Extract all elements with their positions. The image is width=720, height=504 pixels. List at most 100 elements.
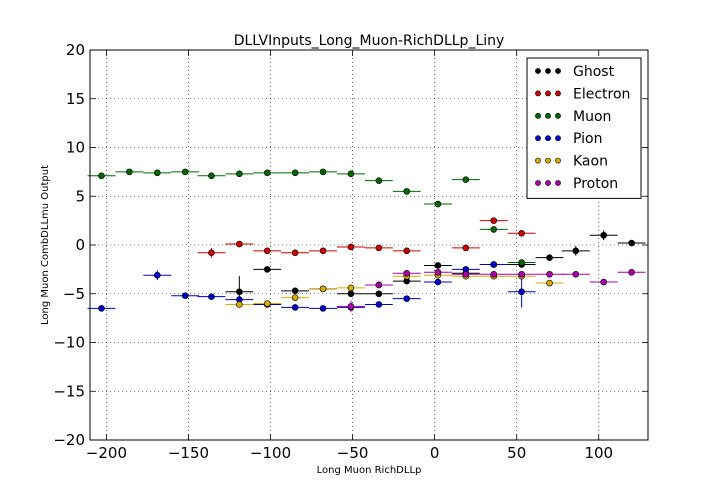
y-tick-label: 10	[66, 139, 85, 157]
y-tick-label: 20	[66, 41, 85, 59]
proton-point	[546, 270, 553, 278]
proton-point	[490, 270, 498, 278]
x-tick-label: −150	[168, 444, 209, 462]
plot-series	[87, 168, 646, 313]
muon-point	[126, 168, 133, 176]
pion-point	[153, 271, 161, 279]
pion-point	[403, 295, 411, 302]
x-tick-label: −50	[337, 444, 369, 462]
proton-point	[572, 270, 580, 278]
pion-point	[208, 293, 215, 300]
legend-marker-kaon	[545, 157, 551, 164]
ghost-point	[291, 287, 299, 295]
x-tick-label: 100	[584, 444, 613, 462]
ghost-point	[628, 239, 635, 247]
legend-entry-ghost: Ghost	[535, 64, 615, 80]
legend-marker-muon	[545, 112, 551, 119]
y-tick-label: −5	[63, 285, 85, 303]
legend-marker-ghost	[545, 68, 551, 74]
x-tick-label: −100	[250, 444, 291, 462]
legend-marker-proton	[545, 180, 551, 186]
legend-marker-proton	[555, 180, 561, 186]
y-axis-label: Long Muon CombDLLmu Output	[40, 165, 51, 325]
electron-point	[490, 217, 498, 224]
x-axis-label: Long Muon RichDLLp	[317, 465, 422, 476]
legend-label-ghost: Ghost	[573, 64, 615, 80]
legend-marker-ghost	[555, 68, 561, 74]
electron-point	[462, 244, 470, 252]
electron-point	[263, 247, 271, 255]
legend-label-pion: Pion	[573, 131, 602, 147]
legend-marker-muon	[535, 112, 541, 119]
legend-marker-pion	[545, 135, 551, 142]
kaon-point	[347, 284, 355, 292]
kaon-point	[291, 294, 299, 301]
proton-point	[628, 268, 635, 276]
legend-marker-proton	[535, 180, 541, 186]
electron-point	[291, 249, 299, 257]
ghost-point	[347, 290, 355, 298]
y-tick-label: 5	[75, 187, 85, 205]
chart-title: DLLVInputs_Long_Muon-RichDLLp_Liny	[234, 33, 505, 49]
legend-marker-electron	[535, 90, 541, 97]
legend-marker-electron	[545, 90, 551, 97]
legend-label-muon: Muon	[573, 109, 611, 125]
muon-point	[291, 169, 299, 177]
muon-point	[98, 172, 105, 180]
kaon-point	[263, 300, 271, 307]
legend-marker-pion	[555, 135, 561, 142]
pion-point	[98, 305, 105, 312]
ghost-point	[263, 266, 271, 273]
muon-point	[181, 168, 189, 176]
proton-point	[403, 269, 411, 277]
kaon-point	[236, 301, 243, 308]
y-tick-label: −15	[53, 382, 85, 400]
proton-point	[347, 303, 355, 310]
legend-marker-electron	[555, 90, 561, 97]
electron-point	[236, 240, 243, 248]
legend-label-kaon: Kaon	[573, 154, 608, 170]
ghost-point	[600, 231, 607, 239]
proton-point	[600, 278, 607, 286]
legend-label-electron: Electron	[573, 86, 630, 102]
muon-point	[236, 170, 243, 178]
pion-point	[181, 292, 189, 300]
pion-point	[490, 261, 498, 268]
ghost-point	[434, 262, 442, 269]
y-tick-label: −10	[53, 334, 85, 352]
legend-marker-pion	[535, 135, 541, 142]
y-tick-label: −20	[53, 431, 85, 449]
proton-point	[518, 270, 525, 278]
ghost-point	[236, 288, 243, 296]
ghost-point	[375, 290, 383, 298]
series-electron	[197, 217, 536, 258]
x-tick-label: 50	[507, 444, 526, 462]
pion-point	[291, 304, 299, 311]
muon-point	[403, 188, 411, 195]
proton-point	[462, 270, 470, 278]
pion-point	[518, 288, 525, 296]
series-proton	[336, 268, 646, 313]
muon-point	[347, 170, 355, 178]
muon-point	[263, 169, 271, 177]
proton-point	[434, 268, 442, 276]
x-tick-label: −200	[86, 444, 127, 462]
muon-point	[319, 168, 327, 176]
legend-entry-proton: Proton	[535, 176, 618, 192]
legend-marker-kaon	[555, 157, 561, 164]
series-muon	[87, 168, 536, 266]
x-tick-label: 0	[430, 444, 440, 462]
electron-point	[403, 247, 411, 255]
electron-point	[375, 244, 383, 252]
pion-point	[375, 301, 383, 308]
muon-point	[462, 176, 470, 183]
legend-marker-kaon	[535, 157, 541, 164]
ghost-point	[546, 254, 553, 261]
muon-point	[490, 226, 498, 233]
legend-entry-muon: Muon	[535, 109, 611, 125]
legend-marker-muon	[555, 112, 561, 119]
electron-point	[208, 249, 215, 257]
y-tick-label: 0	[75, 236, 85, 254]
